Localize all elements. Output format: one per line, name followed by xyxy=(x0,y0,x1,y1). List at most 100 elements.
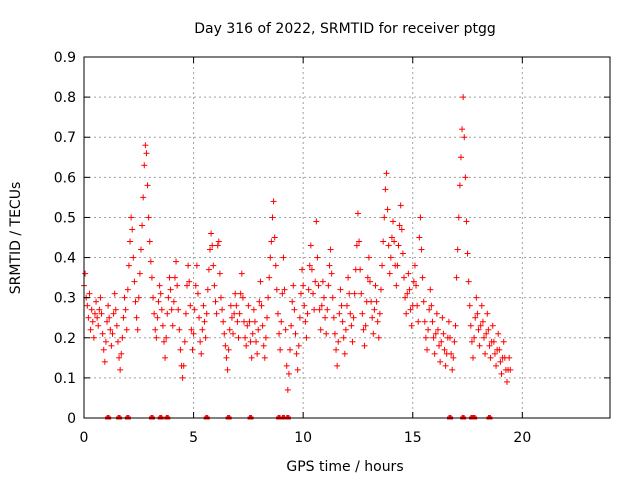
data-point xyxy=(247,338,254,345)
data-point xyxy=(347,310,354,317)
data-point xyxy=(132,298,139,305)
data-point xyxy=(362,322,369,329)
y-tick-label: 0.3 xyxy=(54,291,76,307)
data-point xyxy=(190,330,197,337)
data-point xyxy=(180,362,187,369)
data-point xyxy=(375,334,382,341)
data-point xyxy=(464,250,471,257)
data-point xyxy=(222,342,229,349)
data-point xyxy=(264,314,271,321)
data-point xyxy=(377,286,384,293)
data-point xyxy=(360,326,367,333)
data-point xyxy=(368,298,375,305)
data-point xyxy=(95,322,102,329)
data-point xyxy=(113,322,120,329)
data-point xyxy=(270,198,277,205)
data-point xyxy=(453,274,460,281)
data-point xyxy=(259,322,266,329)
data-point xyxy=(316,306,323,313)
data-point xyxy=(131,278,138,285)
data-point xyxy=(370,330,377,337)
data-point xyxy=(415,318,422,325)
data-point xyxy=(242,334,249,341)
data-point xyxy=(155,298,162,305)
data-point xyxy=(506,354,513,361)
data-point xyxy=(244,322,251,329)
data-point xyxy=(245,302,252,309)
data-point xyxy=(239,294,246,301)
data-point xyxy=(386,270,393,277)
data-point xyxy=(476,342,483,349)
data-point xyxy=(106,314,113,321)
data-point xyxy=(324,306,331,313)
data-point xyxy=(411,262,418,269)
data-point xyxy=(144,182,151,189)
data-point xyxy=(258,302,265,309)
data-point xyxy=(153,334,160,341)
data-point xyxy=(381,214,388,221)
data-point xyxy=(463,218,470,225)
data-point xyxy=(82,270,89,277)
data-point xyxy=(320,294,327,301)
data-point xyxy=(261,354,268,361)
data-point xyxy=(226,326,233,333)
axis-ticks: 0 0.1 0.2 0.3 0.4 0.5 0.6 0.7 0.8 0.9 0 5 10 15 20 xyxy=(54,50,610,446)
data-point xyxy=(104,318,111,325)
data-point xyxy=(123,326,130,333)
data-point xyxy=(493,362,500,369)
data-point xyxy=(276,330,283,337)
data-point xyxy=(214,242,221,249)
data-point xyxy=(452,322,459,329)
data-point xyxy=(468,338,475,345)
data-point xyxy=(117,366,124,373)
data-point xyxy=(228,314,235,321)
data-point xyxy=(196,314,203,321)
data-point xyxy=(399,250,406,257)
data-point xyxy=(174,282,181,289)
data-point xyxy=(200,302,207,309)
data-point xyxy=(462,174,469,181)
data-point xyxy=(192,282,199,289)
data-point xyxy=(273,286,280,293)
data-point xyxy=(407,306,414,313)
data-point xyxy=(318,302,325,309)
data-point xyxy=(277,346,284,353)
data-point xyxy=(358,290,365,297)
data-point xyxy=(269,214,276,221)
data-point xyxy=(297,290,304,297)
data-point xyxy=(300,282,307,289)
data-point xyxy=(179,374,186,381)
data-point xyxy=(91,310,98,317)
data-point xyxy=(486,342,493,349)
data-point xyxy=(274,310,281,317)
data-point xyxy=(477,322,484,329)
data-point xyxy=(291,306,298,313)
data-point xyxy=(457,154,464,161)
data-point xyxy=(203,310,210,317)
data-point xyxy=(125,262,132,269)
data-point xyxy=(327,246,334,253)
data-point xyxy=(265,294,272,301)
data-point xyxy=(148,274,155,281)
data-point xyxy=(455,214,462,221)
data-point xyxy=(395,242,402,249)
data-point xyxy=(213,310,220,317)
data-point xyxy=(129,226,136,233)
data-point xyxy=(283,362,290,369)
x-tick-label: 0 xyxy=(80,430,89,446)
data-point xyxy=(373,298,380,305)
data-point xyxy=(429,318,436,325)
data-point xyxy=(497,358,504,365)
data-point xyxy=(440,330,447,337)
data-point xyxy=(325,282,332,289)
data-point xyxy=(163,334,170,341)
data-point xyxy=(249,330,256,337)
data-point xyxy=(130,254,137,261)
data-point xyxy=(197,338,204,345)
data-point xyxy=(465,278,472,285)
data-point xyxy=(212,298,219,305)
data-point xyxy=(93,298,100,305)
data-point xyxy=(301,302,308,309)
x-tick-label: 5 xyxy=(189,430,198,446)
data-point xyxy=(314,254,321,261)
